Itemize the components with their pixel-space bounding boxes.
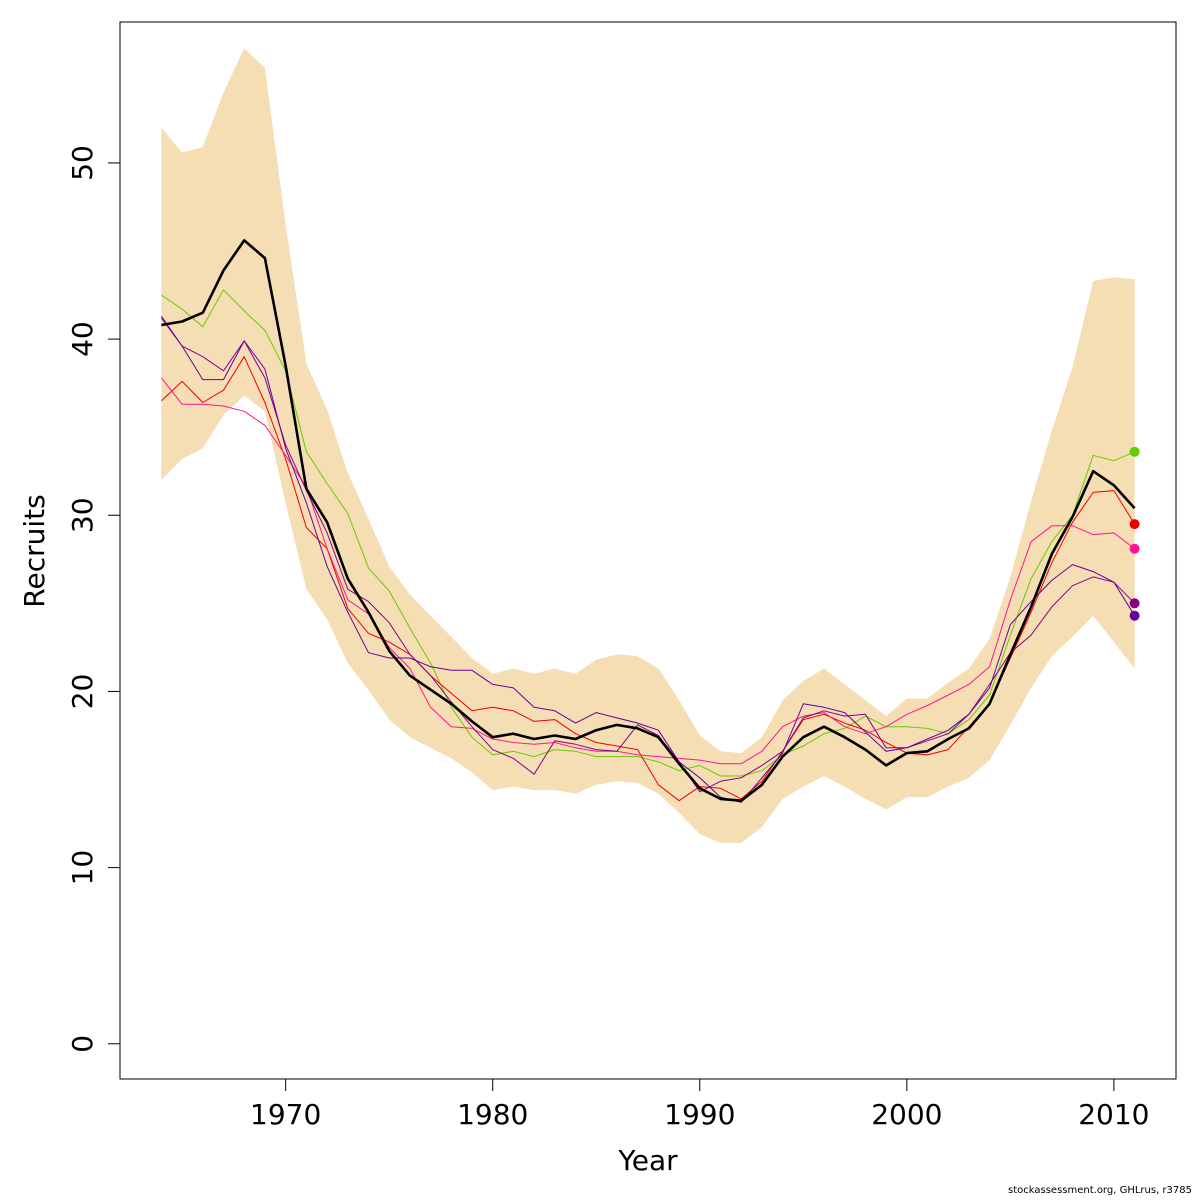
x-tick-label: 2000 xyxy=(871,1098,942,1131)
retro-end-point-2 xyxy=(1129,519,1140,530)
x-tick-label: 1990 xyxy=(664,1098,735,1131)
footer-note: stockassessment.org, GHLrus, r3785 xyxy=(1008,1185,1192,1196)
retro-line-3 xyxy=(161,377,1135,765)
y-tick-label: 20 xyxy=(66,674,99,710)
y-tick-label: 50 xyxy=(66,145,99,181)
estimate-line xyxy=(161,239,1136,803)
x-tick-label: 1970 xyxy=(250,1098,321,1131)
y-tick-label: 10 xyxy=(66,850,99,886)
x-axis-title: Year xyxy=(617,1144,678,1177)
retro-end-point-5 xyxy=(1129,610,1140,621)
y-axis-title: Recruits xyxy=(18,494,51,607)
retro-line-1 xyxy=(161,289,1135,777)
x-tick-label: 2010 xyxy=(1078,1098,1149,1131)
confidence-band xyxy=(161,48,1135,843)
plot-area xyxy=(160,48,1140,843)
retro-end-point-3 xyxy=(1129,543,1140,554)
retro-line-5 xyxy=(160,317,1136,803)
retro-end-point-1 xyxy=(1129,446,1140,457)
y-tick-label: 30 xyxy=(66,497,99,533)
y-tick-label: 0 xyxy=(66,1035,99,1053)
axes: 1970 1980 1990 2000 2010 0 10 20 30 40 50 xyxy=(66,145,1150,1131)
x-tick-label: 1980 xyxy=(457,1098,528,1131)
retro-end-point-4 xyxy=(1129,598,1140,609)
y-tick-label: 40 xyxy=(66,321,99,357)
